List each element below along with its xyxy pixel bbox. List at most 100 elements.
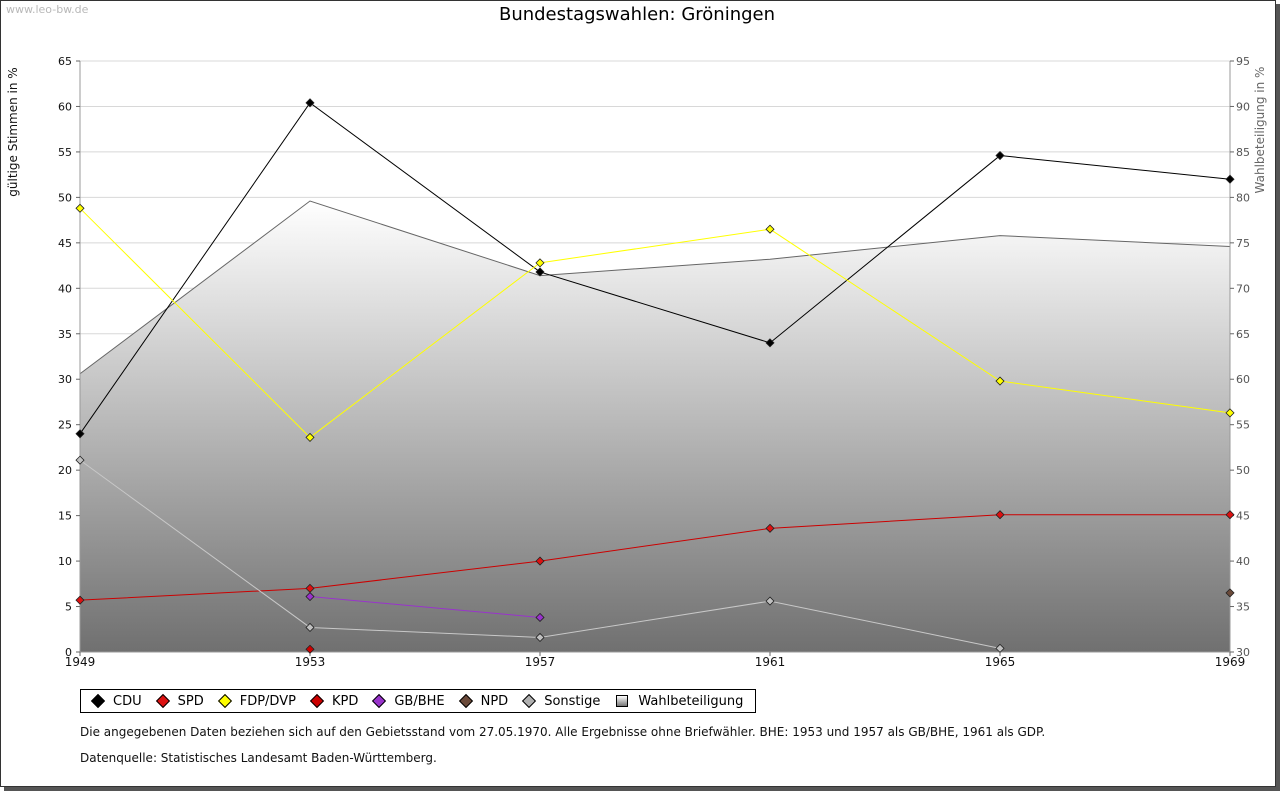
- data-point: [1225, 174, 1235, 184]
- data-point: [1225, 408, 1235, 418]
- series-line: [79, 514, 1230, 601]
- y2-tick-label: 75: [1236, 237, 1250, 250]
- data-point: [1225, 510, 1235, 520]
- legend-marker-icon: [309, 693, 325, 709]
- y-tick-label: 60: [58, 100, 72, 113]
- x-tick-label: 1969: [1215, 655, 1246, 669]
- y2-tick-label: 65: [1236, 328, 1250, 341]
- note-gebietsstand: Die angegebenen Daten beziehen sich auf …: [80, 725, 1046, 739]
- legend-marker-icon: [372, 693, 387, 709]
- data-point: [75, 595, 85, 605]
- data-point: [305, 644, 315, 654]
- y2-tick-label: 45: [1236, 510, 1250, 523]
- legend-item-fdp[interactable]: FDP/DVP: [216, 694, 296, 709]
- series-fdpdvp: [75, 203, 1235, 442]
- data-point: [765, 523, 775, 533]
- y2-tick-label: 50: [1236, 464, 1250, 477]
- legend-marker-icon: [90, 693, 106, 709]
- legend-item-cdu[interactable]: CDU: [89, 694, 142, 709]
- legend-area-icon: [616, 695, 629, 707]
- note-datenquelle: Datenquelle: Statistisches Landesamt Bad…: [80, 751, 437, 765]
- x-tick-label: 1957: [525, 655, 556, 669]
- data-point: [765, 338, 775, 348]
- legend-item-wahlbeteiligung[interactable]: Wahlbeteiligung: [612, 694, 743, 709]
- y-tick-label: 50: [58, 191, 72, 204]
- legend-item-kpd[interactable]: KPD: [308, 694, 358, 709]
- series-npd: [1225, 588, 1235, 598]
- legend-label: FDP/DVP: [239, 693, 296, 709]
- y-tick-label: 15: [58, 510, 72, 523]
- y2-tick-label: 40: [1236, 555, 1250, 568]
- area-wahlbeteiligung-outline: [79, 200, 1231, 375]
- series-line: [79, 102, 1231, 435]
- chart-title: Bundestagswahlen: Gröningen: [498, 4, 776, 25]
- y-tick-label: 25: [58, 419, 72, 432]
- x-tick-label: 1961: [755, 655, 786, 669]
- data-point: [765, 224, 775, 234]
- data-point: [995, 150, 1005, 161]
- y2-tick-label: 55: [1236, 419, 1250, 432]
- y2-tick-label: 30: [1236, 646, 1250, 659]
- legend: CDU SPD FDP/DVP KPD GB/BHE NPD Sonstige …: [80, 689, 757, 713]
- y-axis-title: gültige Stimmen in %: [6, 67, 20, 196]
- y2-tick-label: 60: [1236, 373, 1250, 386]
- y2-tick-label: 90: [1236, 100, 1250, 113]
- data-point: [535, 258, 545, 268]
- legend-label: Wahlbeteiligung: [638, 693, 744, 709]
- y2-tick-label: 80: [1236, 191, 1250, 204]
- y-tick-label: 30: [58, 373, 72, 386]
- legend-item-sonstige[interactable]: Sonstige: [520, 694, 600, 709]
- data-point: [535, 632, 545, 643]
- legend-label: NPD: [480, 693, 509, 709]
- series-gbbhe: [305, 591, 545, 623]
- area-wahlbeteiligung: [80, 201, 1230, 652]
- legend-label: Sonstige: [544, 693, 601, 709]
- series-line: [79, 207, 1231, 439]
- legend-marker-icon: [155, 693, 170, 709]
- y-tick-label: 40: [58, 282, 72, 295]
- legend-label: GB/BHE: [394, 693, 445, 709]
- series-kpd: [305, 644, 315, 654]
- series-cdu: [75, 98, 1235, 439]
- x-tick-label: 1953: [295, 655, 326, 669]
- legend-label: KPD: [331, 693, 359, 709]
- y-tick-label: 55: [58, 146, 72, 159]
- y2-tick-label: 35: [1236, 601, 1250, 614]
- y2-tick-label: 95: [1236, 55, 1250, 68]
- data-point: [535, 556, 545, 566]
- data-point: [535, 612, 545, 623]
- data-point: [535, 267, 545, 277]
- legend-label: CDU: [113, 693, 142, 709]
- legend-marker-icon: [458, 693, 473, 709]
- y2-axis-title: Wahlbeteiligung in %: [1253, 67, 1267, 194]
- legend-item-gbbhe[interactable]: GB/BHE: [370, 693, 445, 709]
- data-point: [995, 376, 1005, 386]
- data-point: [305, 622, 315, 633]
- data-point: [995, 510, 1005, 520]
- watermark: www.leo-bw.de: [6, 3, 89, 16]
- y-tick-label: 5: [65, 601, 72, 614]
- series-sonstige: [75, 455, 1005, 653]
- data-point: [1225, 588, 1235, 598]
- data-point: [765, 596, 775, 606]
- y2-tick-label: 85: [1236, 146, 1250, 159]
- series-spd: [75, 510, 1235, 605]
- data-point: [305, 591, 315, 602]
- y-tick-label: 45: [58, 237, 72, 250]
- y-tick-label: 20: [58, 464, 72, 477]
- data-point: [995, 643, 1005, 653]
- data-point: [305, 98, 315, 108]
- legend-item-npd[interactable]: NPD: [457, 693, 509, 709]
- legend-item-spd[interactable]: SPD: [154, 694, 204, 709]
- x-tick-label: 1949: [65, 655, 96, 669]
- data-point: [75, 203, 85, 213]
- y-tick-label: 65: [58, 55, 72, 68]
- x-tick-label: 1965: [985, 655, 1016, 669]
- legend-marker-icon: [522, 693, 537, 709]
- legend-label: SPD: [177, 693, 204, 709]
- data-point: [305, 432, 315, 442]
- series-line: [309, 596, 541, 618]
- y-tick-label: 35: [58, 328, 72, 341]
- y-tick-label: 0: [65, 646, 72, 659]
